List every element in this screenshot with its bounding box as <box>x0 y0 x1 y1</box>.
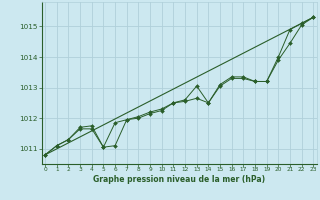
X-axis label: Graphe pression niveau de la mer (hPa): Graphe pression niveau de la mer (hPa) <box>93 175 265 184</box>
